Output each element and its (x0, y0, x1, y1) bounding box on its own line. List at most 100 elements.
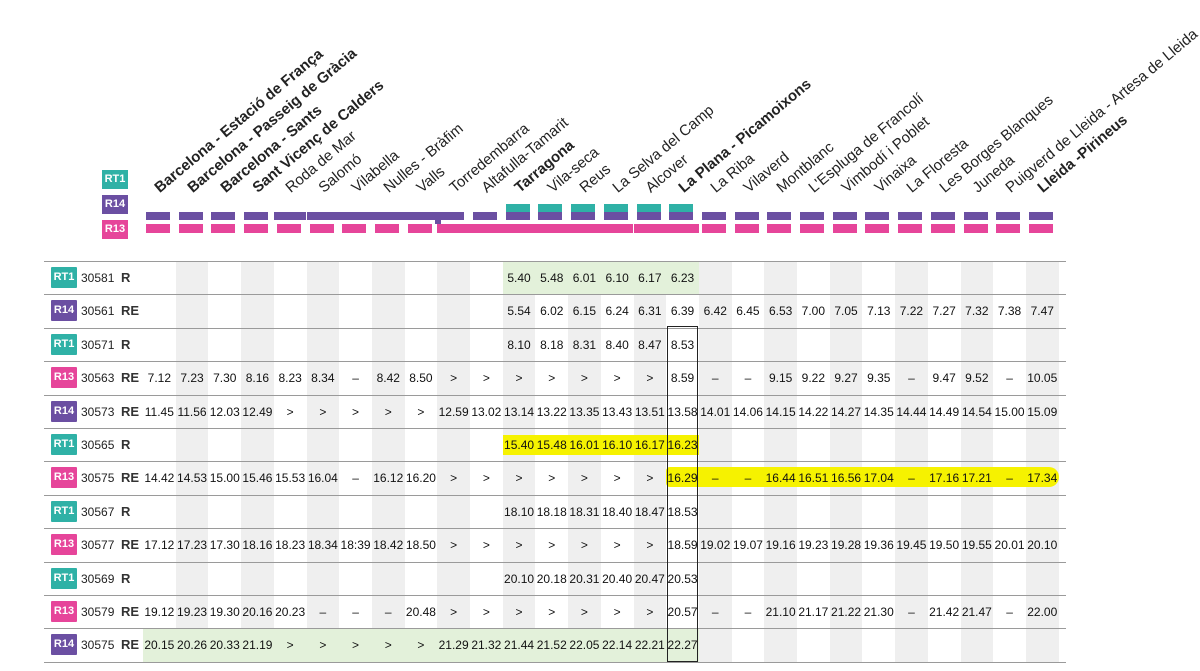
line-segment (734, 212, 759, 220)
service-type: RE (121, 470, 140, 486)
line-segment (146, 212, 170, 220)
time-cell: 6.45 (736, 304, 760, 319)
line-segment (930, 224, 955, 233)
service-type: RE (121, 303, 140, 319)
row-divider (44, 595, 1066, 596)
time-cell: 17.04 (863, 471, 894, 486)
time-cell: > (450, 538, 458, 553)
green-highlight (502, 262, 699, 295)
line-segment (273, 212, 307, 220)
line-segment (1028, 212, 1053, 220)
time-cell: > (515, 371, 523, 386)
line-segment (898, 224, 923, 233)
time-cell: 19.28 (831, 538, 862, 553)
time-cell: > (286, 404, 294, 419)
line-segment (407, 224, 432, 233)
time-cell: 16.01 (569, 438, 600, 452)
time-cell: 14.01 (700, 404, 731, 419)
time-cell: – (352, 605, 359, 619)
time-cell: 17.12 (144, 538, 175, 553)
line-segment (146, 224, 170, 233)
time-cell: 19.50 (929, 538, 960, 553)
line-segment (342, 224, 367, 233)
line-segment (404, 212, 438, 220)
time-cell: > (580, 371, 588, 386)
line-segment (371, 212, 405, 220)
time-cell: > (417, 638, 425, 653)
train-number: 30575 (81, 471, 115, 486)
row-divider (44, 461, 1066, 463)
time-cell: 21.30 (863, 605, 894, 619)
line-segment (505, 212, 530, 220)
time-cell: – (384, 605, 392, 619)
time-cell: 15.53 (275, 471, 306, 486)
time-cell: 20.18 (536, 571, 567, 586)
time-cell: 13.02 (471, 404, 502, 419)
time-cell: – (711, 471, 719, 486)
time-cell: 8.16 (245, 371, 270, 386)
train-number: 30561 (81, 304, 115, 319)
time-cell: – (319, 605, 327, 619)
time-cell: 15.09 (1027, 404, 1058, 419)
time-cell: 7.00 (801, 304, 826, 319)
line-badge-rt1: RT1 (102, 170, 128, 189)
line-segment (963, 224, 988, 233)
line-badge: RT1 (51, 434, 77, 455)
line-segment (996, 212, 1021, 220)
time-cell: 8.10 (507, 337, 531, 352)
time-cell: 21.22 (831, 605, 862, 619)
time-cell: 21.42 (929, 605, 960, 619)
time-cell: 20.53 (667, 571, 698, 586)
time-cell: – (711, 371, 719, 386)
line-segment (435, 212, 442, 224)
time-cell: 18:39 (340, 538, 371, 553)
line-badge: RT1 (51, 500, 77, 522)
time-cell: > (482, 538, 490, 553)
time-cell: 20.40 (602, 571, 633, 586)
line-segment (505, 204, 530, 212)
line-segment (473, 212, 497, 220)
column-frame (667, 325, 698, 662)
line-segment (701, 224, 726, 233)
row-divider (44, 394, 1066, 396)
time-cell: 20.57 (667, 605, 698, 619)
line-segment (440, 212, 465, 220)
train-number: 30573 (81, 404, 115, 419)
time-cell: 14.06 (732, 404, 763, 419)
line-badge: RT1 (51, 333, 77, 355)
line-segment (502, 224, 536, 233)
time-cell: 16.23 (667, 438, 698, 452)
line-badge: RT1 (51, 267, 77, 288)
time-cell: 13.58 (667, 404, 698, 419)
time-cell: 18.34 (307, 538, 338, 553)
time-cell: 19.30 (209, 605, 240, 619)
line-segment (636, 204, 661, 212)
time-cell: > (646, 538, 654, 553)
time-cell: > (384, 638, 392, 653)
time-cell: 5.48 (540, 271, 564, 285)
line-segment (538, 212, 563, 220)
time-cell: > (548, 605, 556, 619)
line-badge: R13 (51, 534, 77, 556)
line-segment (306, 212, 340, 220)
time-cell: 19.16 (765, 538, 796, 553)
line-segment (1028, 224, 1053, 233)
time-cell: 13.51 (634, 404, 665, 419)
line-segment (603, 204, 628, 212)
time-cell: – (352, 371, 359, 386)
time-cell: > (319, 638, 327, 653)
time-cell: > (384, 404, 392, 419)
time-cell: 16.20 (405, 471, 436, 486)
service-type: RE (121, 637, 140, 653)
time-cell: – (1006, 605, 1013, 619)
time-cell: 13.14 (504, 404, 535, 419)
time-cell: 20.15 (144, 638, 175, 653)
time-cell: 7.47 (1030, 304, 1054, 319)
time-cell: 17.16 (929, 471, 960, 486)
time-cell: 20.48 (405, 605, 436, 619)
time-cell: > (646, 471, 654, 486)
line-segment (470, 224, 503, 233)
time-cell: > (352, 404, 360, 419)
time-cell: 6.24 (605, 304, 629, 319)
time-cell: 16.44 (765, 471, 796, 486)
